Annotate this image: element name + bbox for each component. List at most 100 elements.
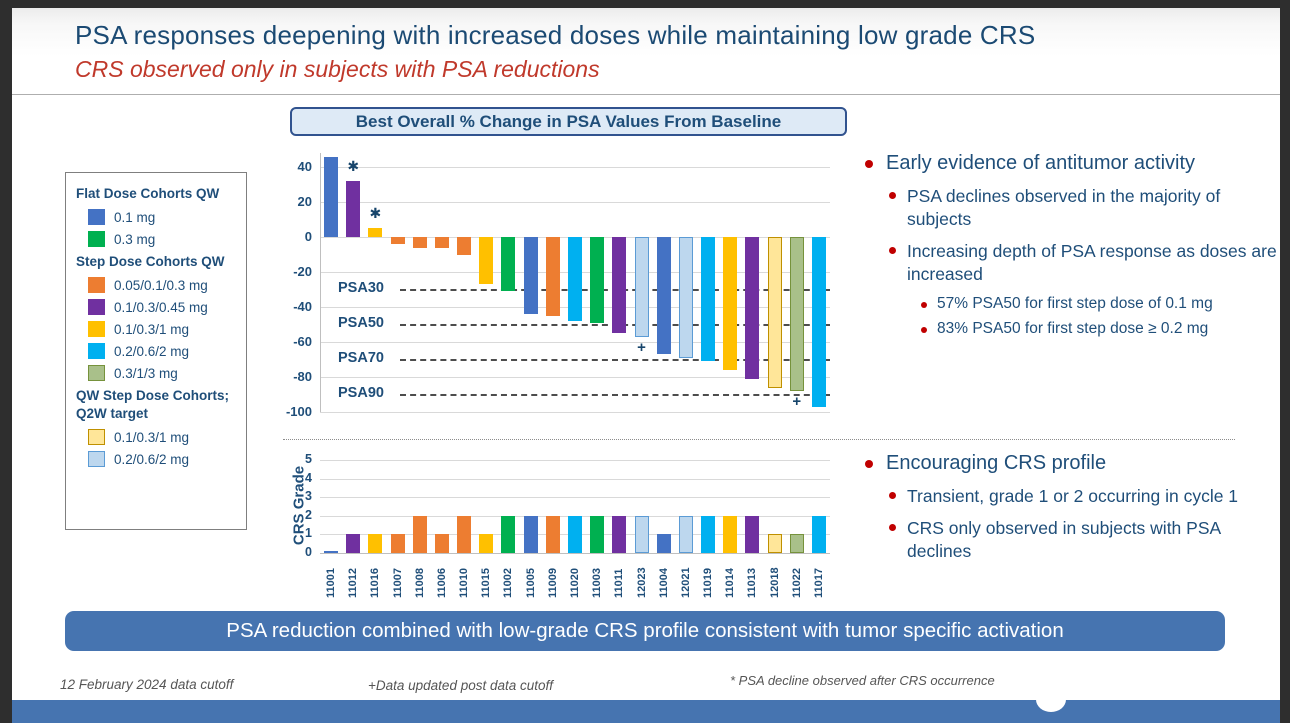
y-tick-label: 40 bbox=[297, 159, 312, 174]
legend-item-label: 0.1/0.3/0.45 mg bbox=[114, 299, 208, 315]
bullet-item: 83% PSA50 for first step dose ≥ 0.2 mg bbox=[918, 320, 1280, 338]
crs-bar bbox=[390, 534, 405, 553]
antitumor-bullet-list: Early evidence of antitumor activity PSA… bbox=[862, 152, 1280, 345]
psa-bar bbox=[457, 237, 472, 255]
legend-item-label: 0.1 mg bbox=[114, 209, 156, 225]
legend-swatch-icon bbox=[88, 429, 105, 445]
x-axis-subject-label: 11001 bbox=[325, 568, 338, 598]
legend-item: 0.1 mg bbox=[88, 209, 236, 225]
psa-bar bbox=[523, 237, 538, 314]
crs-bar bbox=[789, 534, 804, 553]
crs-bar bbox=[479, 534, 494, 553]
legend-item-label: 0.1/0.3/1 mg bbox=[114, 321, 190, 337]
legend-item: 0.1/0.3/1 mg bbox=[88, 429, 236, 445]
psa-bar bbox=[590, 237, 605, 323]
crs-bar bbox=[545, 515, 560, 553]
psa-bar bbox=[479, 237, 494, 285]
bullet-icon bbox=[889, 247, 896, 255]
gridline bbox=[320, 478, 830, 480]
bullet-item: Transient, grade 1 or 2 occurring in cyc… bbox=[886, 485, 1280, 508]
crs-bar bbox=[745, 515, 760, 553]
x-axis-subject-label: 11008 bbox=[413, 568, 426, 598]
x-axis-subject-label: 11019 bbox=[702, 568, 715, 598]
x-axis-subject-label: 11005 bbox=[524, 568, 537, 598]
bullet-item: Increasing depth of PSA response as dose… bbox=[886, 240, 1280, 286]
y-tick-label: 4 bbox=[305, 470, 312, 485]
footnote-data-cutoff: 12 February 2024 data cutoff bbox=[60, 677, 234, 692]
y-tick-label: 20 bbox=[297, 194, 312, 209]
y-tick-label: 0 bbox=[304, 229, 312, 244]
legend-item-label: 0.05/0.1/0.3 mg bbox=[114, 277, 208, 293]
x-axis-subject-label: 11013 bbox=[746, 568, 759, 598]
footnote-plus: +Data updated post data cutoff bbox=[368, 678, 554, 693]
crs-bar bbox=[723, 515, 738, 553]
y-tick-label: -40 bbox=[293, 299, 312, 314]
crs-bar bbox=[523, 515, 538, 553]
chart-separator-line bbox=[283, 439, 1235, 440]
legend-swatch-icon bbox=[88, 343, 105, 359]
crs-bar bbox=[701, 515, 716, 553]
legend-group: QW Step Dose Cohorts; Q2W target 0.1/0.3/… bbox=[76, 387, 236, 467]
psa-bar bbox=[346, 181, 361, 237]
dose-legend: Flat Dose Cohorts QW 0.1 mg 0.3 mg Step Dos… bbox=[65, 172, 247, 530]
legend-swatch-icon bbox=[88, 321, 105, 337]
bullet-item: PSA declines observed in the majority of… bbox=[886, 185, 1280, 231]
legend-item-label: 0.3 mg bbox=[114, 231, 156, 247]
legend-group-heading: Step Dose Cohorts QW bbox=[76, 254, 225, 269]
y-tick-label: 3 bbox=[305, 489, 312, 504]
bullet-text: Increasing depth of PSA response as dose… bbox=[907, 241, 1277, 285]
legend-item-label: 0.3/1/3 mg bbox=[114, 365, 178, 381]
crs-bar bbox=[501, 515, 516, 553]
psa-bar bbox=[434, 237, 449, 248]
asterisk-marker: ✱ bbox=[347, 159, 360, 175]
footer-bar bbox=[12, 687, 1280, 723]
footer-notch bbox=[1036, 687, 1066, 712]
crs-bar bbox=[612, 515, 627, 553]
crs-bar bbox=[811, 515, 826, 553]
psa-bar bbox=[412, 237, 427, 248]
psa-bar bbox=[789, 237, 804, 391]
crs-bar bbox=[590, 515, 605, 553]
legend-item: 0.3 mg bbox=[88, 231, 236, 247]
crs-bar bbox=[767, 534, 782, 553]
gridline bbox=[320, 553, 830, 554]
psa-bar bbox=[701, 237, 716, 362]
psa-bar bbox=[723, 237, 738, 370]
legend-item-label: 0.1/0.3/1 mg bbox=[114, 429, 190, 445]
psa-bar bbox=[568, 237, 582, 321]
gridline bbox=[320, 202, 830, 203]
x-axis-subject-label: 11022 bbox=[790, 568, 803, 598]
crs-bar bbox=[368, 534, 383, 553]
legend-swatch-icon bbox=[88, 277, 105, 293]
psa-threshold-label: PSA50 bbox=[338, 314, 384, 331]
x-axis-subject-label: 11006 bbox=[435, 568, 448, 598]
crs-bar bbox=[457, 515, 472, 553]
legend-item-label: 0.2/0.6/2 mg bbox=[114, 451, 190, 467]
psa-threshold-line bbox=[400, 358, 830, 361]
y-tick-label: -60 bbox=[293, 334, 312, 349]
bullet-icon bbox=[889, 524, 896, 532]
x-axis-subject-label: 12018 bbox=[768, 567, 781, 598]
gridline bbox=[320, 412, 830, 413]
legend-swatch-icon bbox=[88, 231, 105, 247]
bullet-item: Encouraging CRS profile bbox=[862, 452, 1280, 475]
legend-item-label: 0.2/0.6/2 mg bbox=[114, 343, 190, 359]
header: PSA responses deepening with increased d… bbox=[12, 8, 1280, 95]
legend-item: 0.2/0.6/2 mg bbox=[88, 343, 236, 359]
y-tick-label: 0 bbox=[305, 545, 312, 559]
bullet-text: PSA declines observed in the majority of… bbox=[907, 186, 1221, 230]
bullet-icon bbox=[889, 192, 896, 199]
psa-bar bbox=[612, 237, 627, 334]
y-axis-line bbox=[320, 153, 321, 412]
x-axis-subject-label: 11012 bbox=[347, 568, 360, 598]
psa-bar bbox=[368, 228, 383, 237]
psa-bar bbox=[767, 237, 782, 388]
page-subtitle: CRS observed only in subjects with PSA r… bbox=[75, 56, 600, 82]
legend-item: 0.1/0.3/0.45 mg bbox=[88, 299, 236, 315]
bullet-text: 83% PSA50 for first step dose ≥ 0.2 mg bbox=[937, 320, 1209, 338]
legend-item: 0.05/0.1/0.3 mg bbox=[88, 277, 236, 293]
crs-bar bbox=[324, 551, 339, 553]
bullet-item: CRS only observed in subjects with PSA d… bbox=[886, 517, 1280, 563]
psa-threshold-label: PSA70 bbox=[338, 349, 384, 366]
bullet-item: 57% PSA50 for first step dose of 0.1 mg bbox=[918, 295, 1280, 313]
